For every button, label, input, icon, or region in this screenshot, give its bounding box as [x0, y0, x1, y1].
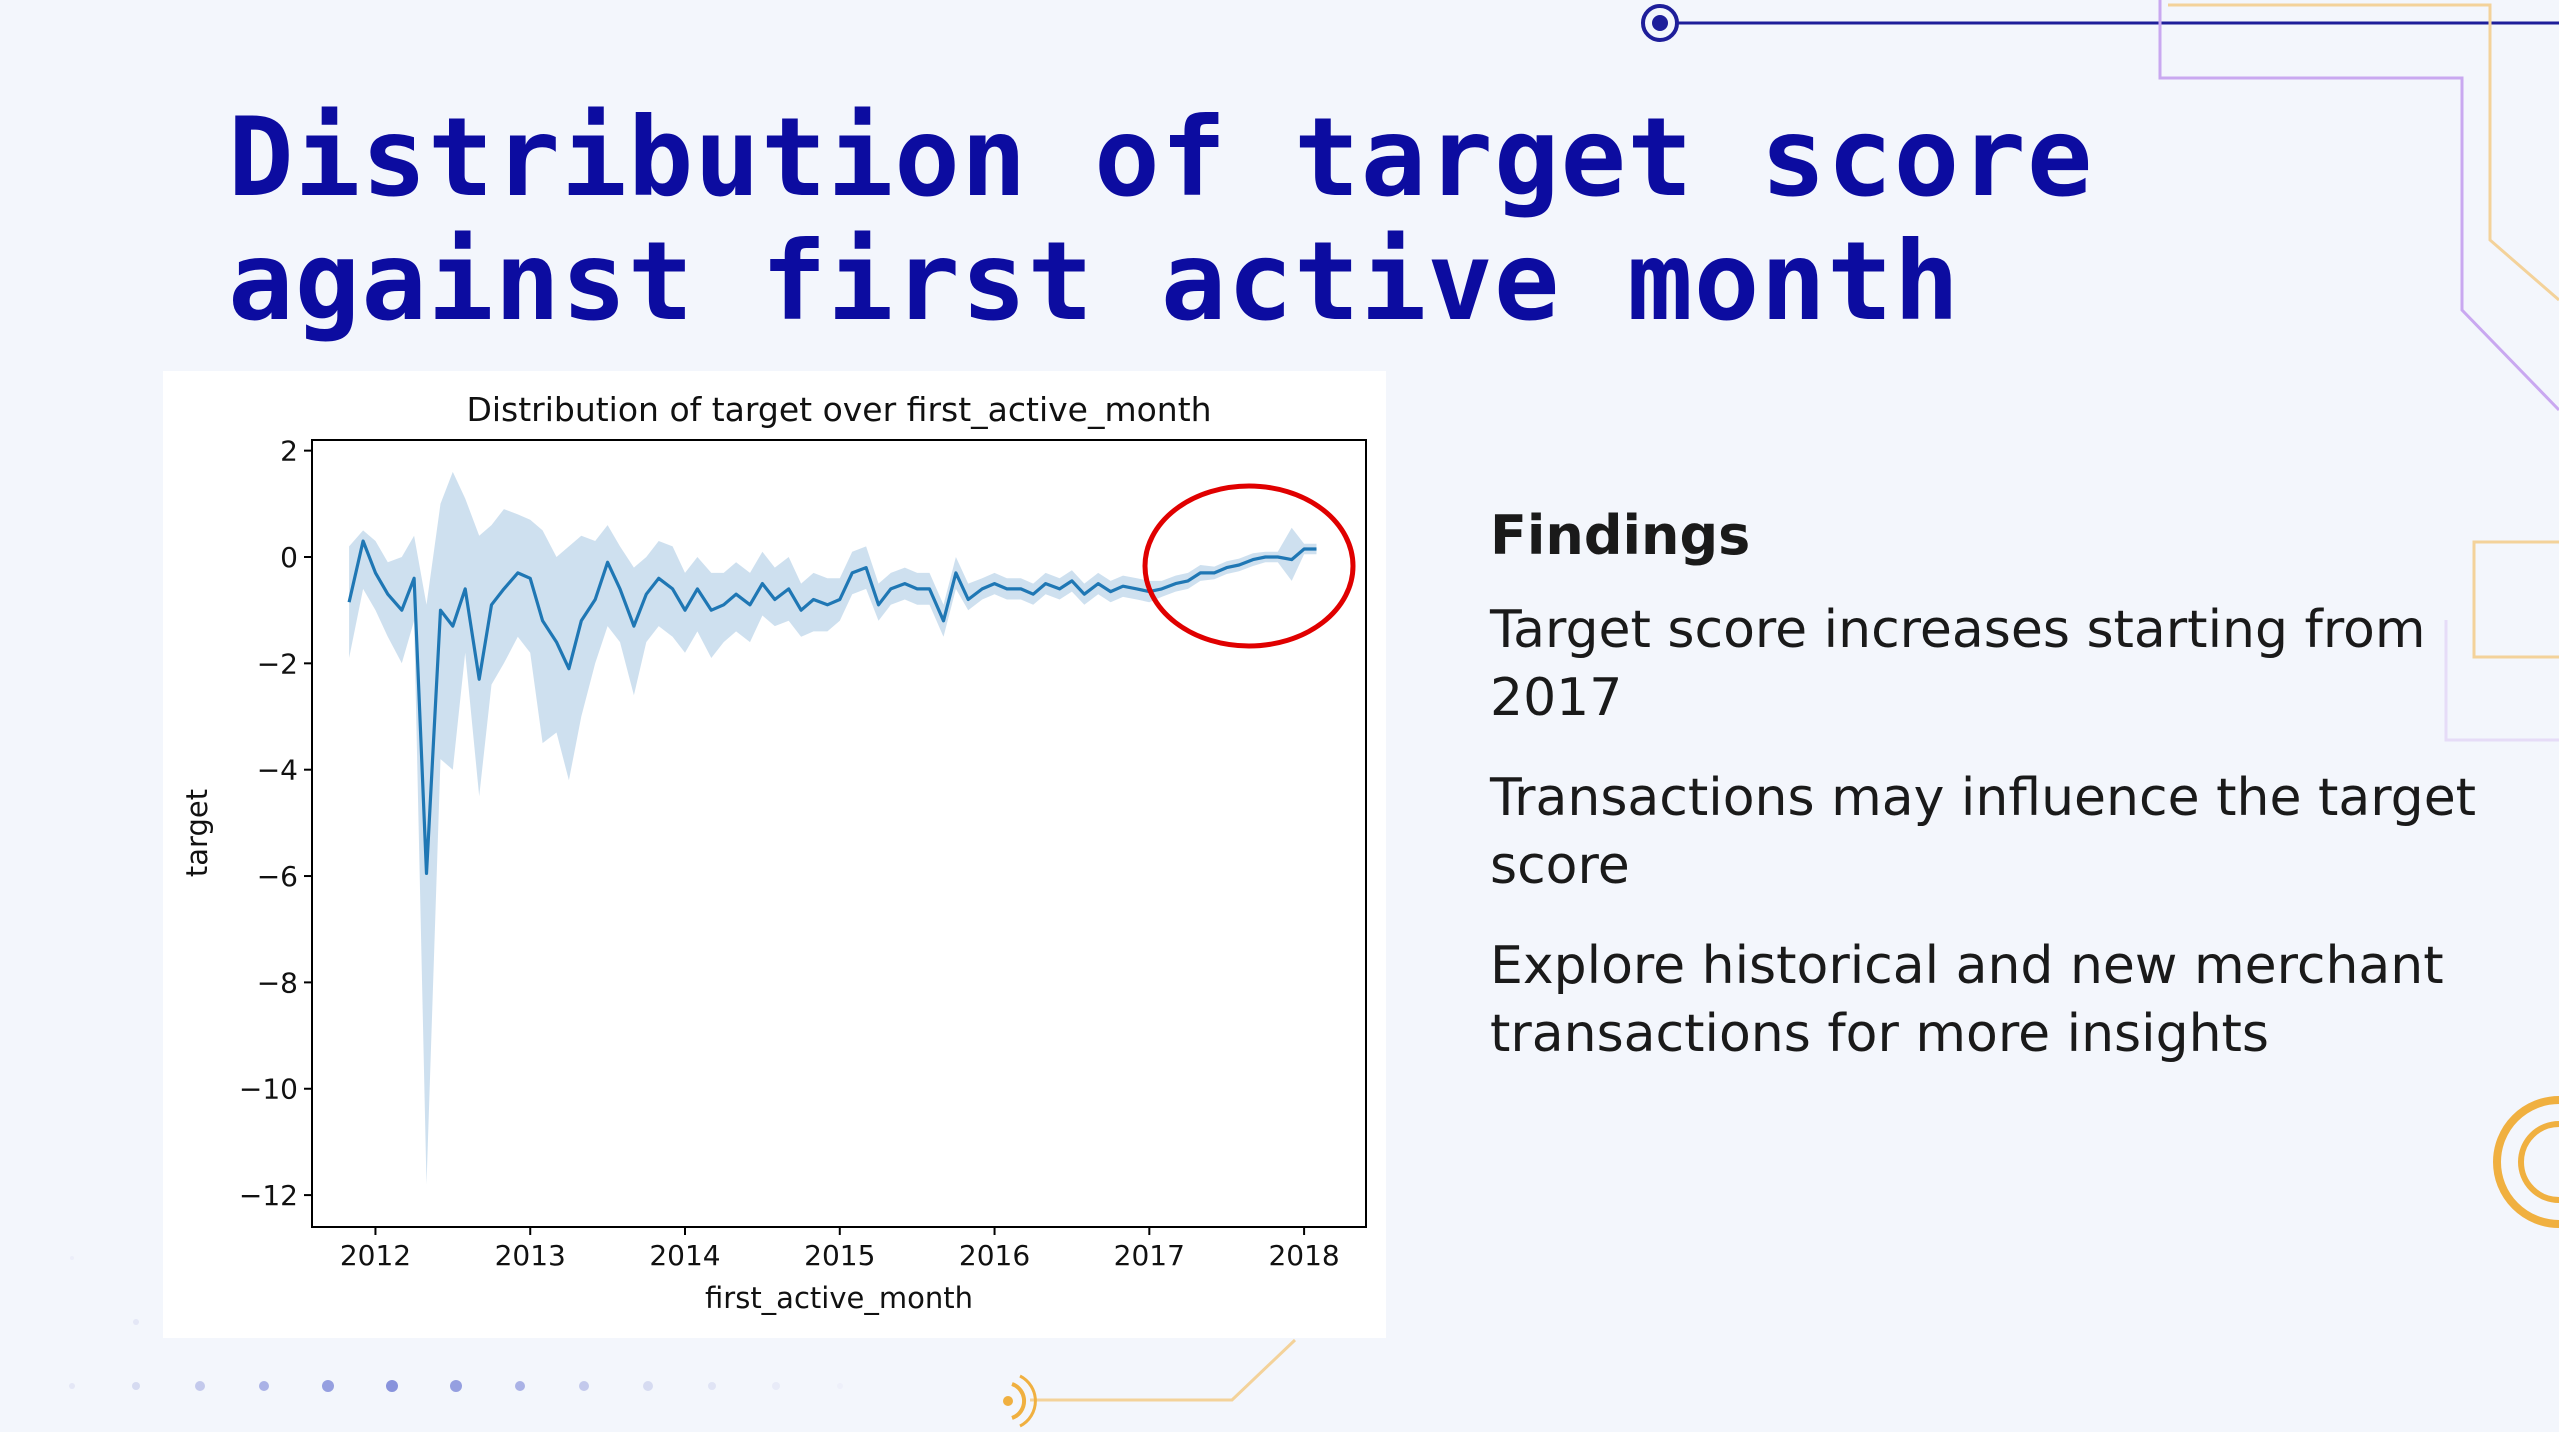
y-tick-label: −8 — [257, 966, 298, 999]
dot-row-decoration — [69, 1256, 843, 1392]
x-tick-label: 2018 — [1268, 1239, 1339, 1272]
y-tick-label: −10 — [239, 1073, 298, 1106]
findings-panel: Findings Target score increases starting… — [1490, 500, 2490, 1100]
x-tick-label: 2015 — [804, 1239, 875, 1272]
x-tick-label: 2012 — [340, 1239, 411, 1272]
highlight-circle — [1142, 483, 1356, 649]
slide-title-line-1: Distribution of target score — [228, 94, 2094, 221]
y-tick-label: −6 — [257, 860, 298, 893]
y-tick-label: 2 — [280, 435, 298, 468]
findings-heading: Findings — [1490, 504, 1751, 567]
finding-item: Target score increases starting from 201… — [1490, 600, 2426, 728]
x-tick-label: 2016 — [959, 1239, 1030, 1272]
confidence-band — [349, 471, 1317, 1185]
y-tick-label: 0 — [280, 541, 298, 574]
chart-title: Distribution of target over first_active… — [466, 390, 1211, 429]
x-axis-label: first_active_month — [705, 1281, 973, 1315]
chart-panel: 2012 2013 2014 2015 2016 2017 2018 2 0 −2 −4 −6 −8 −1… — [163, 371, 1386, 1338]
y-axis-label: target — [180, 789, 214, 877]
finding-item: Transactions may influence the target sc… — [1490, 768, 2477, 896]
ring-icon — [2493, 1096, 2559, 1228]
slide-title-line-2: against first active month — [228, 218, 1961, 345]
y-tick-label: −4 — [257, 754, 298, 787]
x-tick-label: 2013 — [495, 1239, 566, 1272]
signal-node-icon — [1003, 1374, 1037, 1428]
y-tick-label: −12 — [239, 1179, 298, 1212]
x-tick-label: 2017 — [1114, 1239, 1185, 1272]
finding-item: Explore historical and new merchant tran… — [1490, 936, 2444, 1064]
line-chart: 2012 2013 2014 2015 2016 2017 2018 2 0 −2 −4 −6 −8 −1… — [180, 390, 1367, 1315]
series-line — [347, 539, 1317, 875]
x-tick-label: 2014 — [649, 1239, 720, 1272]
slide-title: Distribution of target score against fir… — [228, 96, 2228, 344]
y-tick-label: −2 — [257, 647, 298, 680]
